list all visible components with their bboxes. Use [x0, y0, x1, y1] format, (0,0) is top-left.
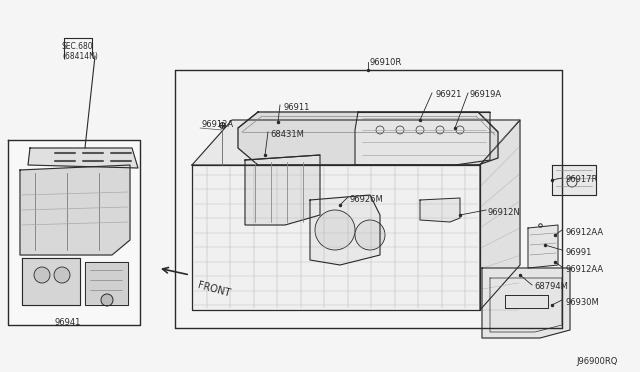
Polygon shape: [85, 262, 128, 305]
Circle shape: [355, 220, 385, 250]
Text: J96900RQ: J96900RQ: [577, 357, 618, 366]
Polygon shape: [420, 198, 460, 222]
Text: 96919A: 96919A: [470, 90, 502, 99]
Text: 96912AA: 96912AA: [565, 228, 603, 237]
Polygon shape: [192, 120, 520, 165]
Polygon shape: [22, 258, 80, 305]
Text: 96941: 96941: [55, 318, 81, 327]
Text: 96912N: 96912N: [488, 208, 521, 217]
Text: 96910R: 96910R: [370, 58, 403, 67]
Circle shape: [315, 210, 355, 250]
Text: 96912A: 96912A: [202, 120, 234, 129]
Polygon shape: [552, 165, 596, 195]
Polygon shape: [20, 165, 130, 255]
Circle shape: [34, 267, 50, 283]
Polygon shape: [8, 140, 140, 325]
Polygon shape: [528, 225, 558, 268]
Text: 96926M: 96926M: [350, 195, 384, 204]
Text: 96911: 96911: [283, 103, 309, 112]
Circle shape: [54, 267, 70, 283]
Polygon shape: [482, 268, 570, 338]
Polygon shape: [310, 195, 380, 265]
Text: FRONT: FRONT: [196, 280, 231, 298]
Text: 96930M: 96930M: [565, 298, 599, 307]
Circle shape: [101, 294, 113, 306]
Text: 96912AA: 96912AA: [565, 265, 603, 274]
Polygon shape: [245, 155, 320, 225]
Text: 96921: 96921: [435, 90, 461, 99]
Polygon shape: [355, 112, 490, 165]
Text: 96917R: 96917R: [565, 175, 597, 184]
Text: (68414N): (68414N): [62, 52, 98, 61]
Text: SEC.680: SEC.680: [62, 42, 93, 51]
Polygon shape: [192, 165, 480, 310]
Text: 68794M: 68794M: [534, 282, 568, 291]
Polygon shape: [238, 112, 498, 165]
Polygon shape: [480, 120, 520, 310]
Polygon shape: [28, 148, 138, 168]
Text: 96991: 96991: [565, 248, 591, 257]
Text: 68431M: 68431M: [270, 130, 304, 139]
